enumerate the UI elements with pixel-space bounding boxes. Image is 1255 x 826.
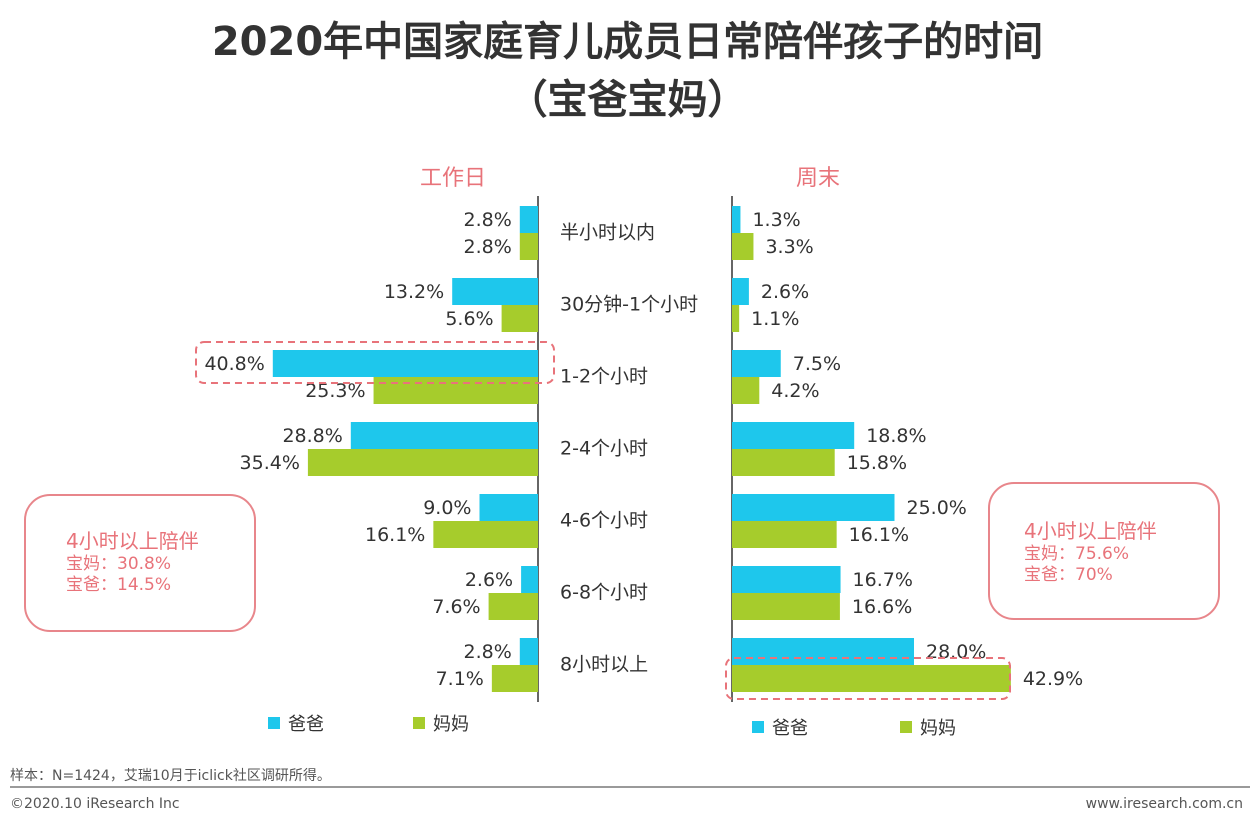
workday-legend-mom: 妈妈 [413, 710, 469, 736]
weekend-dad-value-label: 18.8% [866, 425, 926, 447]
workday-dad-bar [521, 566, 538, 593]
workday-mom-value-label: 5.6% [445, 308, 493, 330]
legend-swatch-mom [900, 721, 912, 733]
website: www.iresearch.com.cn [1085, 796, 1243, 812]
weekend-mom-value-label: 16.6% [852, 596, 912, 618]
workday-dad-bar [272, 350, 538, 377]
weekend-note-box: 4小时以上陪伴 宝妈：75.6% 宝爸：70% [988, 482, 1220, 620]
workday-mom-bar [433, 521, 538, 548]
category-label: 1-2个小时 [560, 366, 648, 388]
legend-label-dad: 爸爸 [772, 718, 808, 739]
workday-dad-value-label: 28.8% [282, 425, 342, 447]
workday-dad-value-label: 9.0% [423, 497, 471, 519]
category-label: 4-6个小时 [560, 510, 648, 532]
workday-mom-value-label: 2.8% [464, 236, 512, 258]
workday-note-dad: 宝爸：14.5% [66, 575, 172, 595]
workday-mom-value-label: 25.3% [305, 380, 365, 402]
workday-dad-bar [519, 638, 538, 665]
weekend-legend-mom: 妈妈 [900, 714, 956, 740]
weekend-mom-value-label: 16.1% [849, 524, 909, 546]
weekend-dad-bar [732, 278, 749, 305]
weekend-mom-bar [732, 449, 835, 476]
workday-dad-value-label: 40.8% [204, 353, 264, 375]
category-label: 8小时以上 [560, 654, 648, 676]
workday-mom-bar [307, 449, 538, 476]
legend-label-mom: 妈妈 [433, 714, 469, 735]
weekend-dad-bar [732, 566, 841, 593]
chart-title-line2: （宝爸宝妈） [507, 77, 748, 123]
workday-highlight-box [195, 341, 555, 384]
workday-mom-bar [373, 377, 538, 404]
chart-title-line1: 2020年中国家庭育儿成员日常陪伴孩子的时间 [211, 19, 1044, 65]
weekend-highlight-box [725, 657, 1011, 700]
legend-swatch-mom [413, 717, 425, 729]
weekend-note-dad: 宝爸：70% [1024, 565, 1113, 585]
weekend-dad-bar [732, 638, 914, 665]
footer-divider [10, 786, 1250, 788]
workday-dad-bar [350, 422, 538, 449]
workday-mom-value-label: 7.1% [436, 668, 484, 690]
weekend-dad-bar [732, 206, 741, 233]
workday-mom-bar [488, 593, 538, 620]
workday-note-heading: 4小时以上陪伴 [66, 529, 199, 553]
workday-mom-bar [501, 305, 538, 332]
weekend-panel-title: 周末 [796, 166, 841, 191]
weekend-dad-value-label: 7.5% [793, 353, 841, 375]
category-label: 30分钟-1个小时 [560, 294, 698, 316]
legend-label-dad: 爸爸 [288, 714, 324, 735]
sample-note: 样本：N=1424，艾瑞10月于iclick社区调研所得。 [10, 768, 331, 784]
workday-mom-value-label: 35.4% [240, 452, 300, 474]
weekend-legend-dad: 爸爸 [752, 714, 808, 740]
weekend-mom-value-label: 3.3% [765, 236, 813, 258]
workday-dad-bar [479, 494, 538, 521]
workday-panel-title: 工作日 [420, 166, 487, 191]
workday-dad-bar [452, 278, 538, 305]
weekend-dad-bar [732, 422, 855, 449]
weekend-dad-value-label: 1.3% [752, 209, 800, 231]
weekend-mom-value-label: 15.8% [847, 452, 907, 474]
workday-mom-value-label: 16.1% [365, 524, 425, 546]
workday-legend-dad: 爸爸 [268, 710, 324, 736]
workday-mom-bar [519, 233, 538, 260]
category-label: 2-4个小时 [560, 438, 648, 460]
weekend-mom-bar [732, 233, 754, 260]
weekend-dad-value-label: 2.6% [761, 281, 809, 303]
copyright: ©2020.10 iResearch Inc [10, 796, 180, 812]
weekend-mom-value-label: 4.2% [771, 380, 819, 402]
weekend-mom-value-label: 1.1% [751, 308, 799, 330]
weekend-mom-bar [732, 593, 840, 620]
weekend-dad-bar [732, 494, 895, 521]
workday-mom-value-label: 7.6% [432, 596, 480, 618]
workday-dad-value-label: 2.6% [465, 569, 513, 591]
weekend-mom-bar [732, 377, 760, 404]
weekend-mom-bar [732, 665, 1011, 692]
weekend-dad-value-label: 16.7% [853, 569, 913, 591]
workday-dad-value-label: 2.8% [464, 209, 512, 231]
weekend-dad-value-label: 25.0% [907, 497, 967, 519]
category-label: 半小时以内 [560, 222, 655, 244]
weekend-note-mom: 宝妈：75.6% [1024, 544, 1130, 564]
category-label: 6-8个小时 [560, 582, 648, 604]
weekend-dad-bar [732, 350, 781, 377]
weekend-mom-bar [732, 521, 837, 548]
workday-dad-value-label: 13.2% [384, 281, 444, 303]
workday-note-box: 4小时以上陪伴 宝妈：30.8% 宝爸：14.5% [24, 494, 256, 632]
workday-dad-bar [519, 206, 538, 233]
legend-swatch-dad [752, 721, 764, 733]
weekend-dad-value-label: 28.0% [926, 641, 986, 663]
workday-dad-value-label: 2.8% [464, 641, 512, 663]
weekend-mom-bar [732, 305, 740, 332]
weekend-mom-value-label: 42.9% [1023, 668, 1083, 690]
workday-note-mom: 宝妈：30.8% [66, 554, 172, 574]
legend-swatch-dad [268, 717, 280, 729]
legend-label-mom: 妈妈 [920, 718, 956, 739]
workday-mom-bar [491, 665, 538, 692]
weekend-note-heading: 4小时以上陪伴 [1024, 519, 1157, 543]
